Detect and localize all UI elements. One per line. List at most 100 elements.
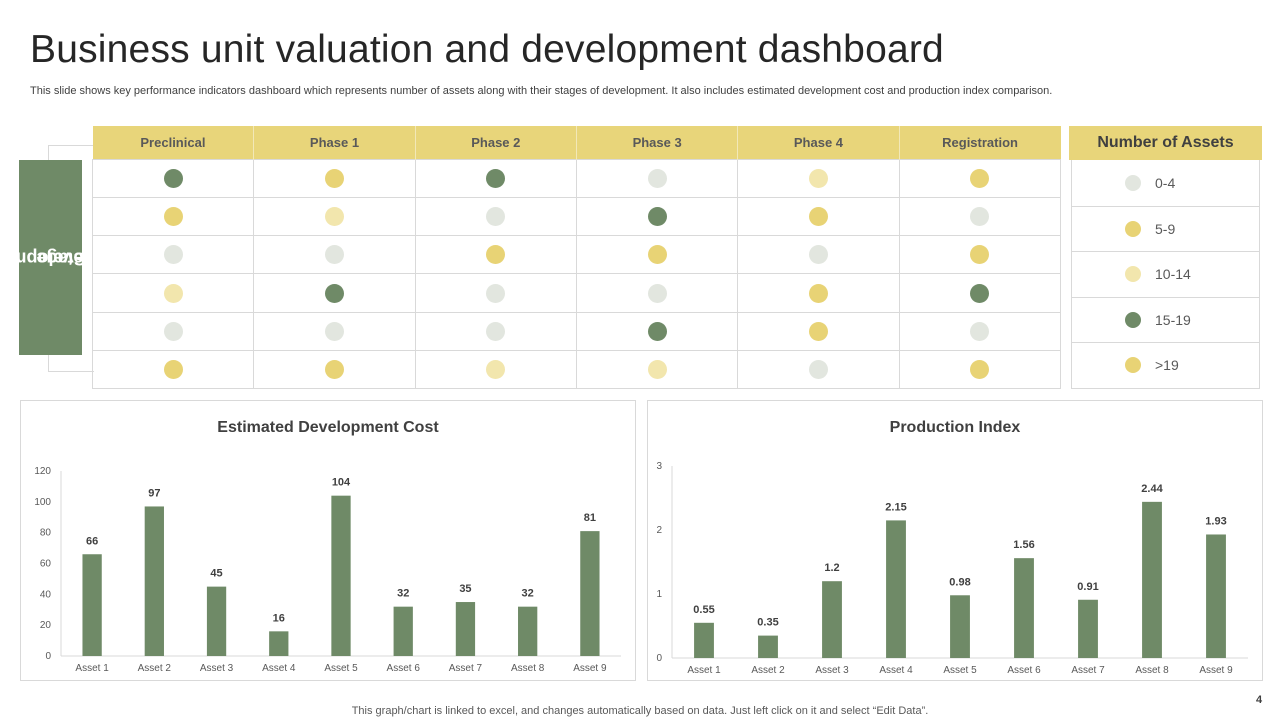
matrix-cell bbox=[737, 235, 900, 275]
legend-label: 5-9 bbox=[1155, 220, 1176, 237]
x-tick-label: Asset 8 bbox=[1135, 665, 1169, 676]
matrix-header-phase-2: Phase 2 bbox=[415, 126, 577, 159]
legend-dot bbox=[1125, 311, 1141, 328]
bar-value-label: 45 bbox=[210, 568, 222, 580]
x-tick-label: Asset 4 bbox=[262, 663, 296, 674]
matrix-row bbox=[91, 235, 1062, 275]
matrix-cell bbox=[737, 158, 900, 198]
legend-item: 5-9 bbox=[1072, 205, 1259, 252]
y-tick-label: 20 bbox=[40, 620, 52, 631]
matrix-cell bbox=[898, 196, 1062, 237]
matrix-row bbox=[91, 196, 1062, 237]
matrix-cell bbox=[575, 349, 739, 390]
matrix-cell bbox=[737, 349, 900, 390]
legend-body: 0-4 5-9 10-14 15-19 >19 bbox=[1071, 160, 1260, 389]
x-tick-label: Asset 6 bbox=[387, 663, 421, 674]
matrix-row bbox=[91, 158, 1062, 198]
matrix-cell bbox=[737, 311, 900, 351]
x-tick-label: Asset 3 bbox=[815, 665, 849, 676]
y-tick-label: 100 bbox=[34, 497, 51, 508]
matrix-cell bbox=[91, 235, 255, 275]
bar bbox=[455, 602, 476, 656]
matrix-cell bbox=[91, 196, 255, 237]
asset-count-dot bbox=[647, 206, 667, 226]
development-matrix: Preclinical Phase 1 Phase 2 Phase 3 Phas… bbox=[91, 126, 1062, 390]
matrix-cell bbox=[898, 158, 1062, 198]
matrix-cell bbox=[414, 158, 577, 198]
matrix-cell bbox=[414, 349, 577, 390]
legend-label: >19 bbox=[1155, 357, 1179, 374]
bar-value-label: 0.91 bbox=[1077, 581, 1098, 593]
development-cost-chart: 0 20 40 60 80 100 120 66 Asset 1 97 Asset 2 45 Asset… bbox=[34, 466, 621, 674]
asset-count-dot bbox=[486, 321, 506, 341]
development-stage-label: DevelopmentStage bbox=[0, 160, 97, 355]
x-tick-label: Asset 8 bbox=[511, 663, 545, 674]
asset-count-dot bbox=[970, 283, 990, 303]
bar-value-label: 0.98 bbox=[949, 576, 970, 588]
asset-count-dot bbox=[808, 168, 828, 188]
legend-item: 0-4 bbox=[1072, 160, 1259, 206]
matrix-header-preclinical: Preclinical bbox=[92, 126, 255, 159]
matrix-cell bbox=[253, 311, 416, 351]
bar bbox=[886, 520, 906, 658]
asset-count-dot bbox=[647, 321, 667, 341]
matrix-cell bbox=[575, 158, 739, 198]
y-tick-label: 120 bbox=[34, 466, 51, 477]
matrix-cell bbox=[414, 196, 577, 237]
matrix-cell bbox=[898, 349, 1062, 390]
y-tick-label: 40 bbox=[40, 589, 52, 600]
bar bbox=[206, 586, 227, 656]
bar bbox=[758, 635, 778, 658]
bar-value-label: 32 bbox=[522, 588, 534, 600]
asset-count-dot bbox=[808, 360, 828, 380]
x-tick-label: Asset 9 bbox=[1199, 665, 1233, 676]
x-tick-label: Asset 6 bbox=[1007, 665, 1041, 676]
bar-value-label: 66 bbox=[86, 535, 98, 547]
asset-count-dot bbox=[808, 283, 828, 303]
matrix-row bbox=[91, 311, 1062, 351]
matrix-row bbox=[91, 273, 1062, 313]
matrix-cell bbox=[575, 273, 739, 313]
matrix-cell bbox=[253, 273, 416, 313]
asset-count-dot bbox=[163, 321, 183, 341]
asset-count-dot bbox=[808, 245, 828, 265]
matrix-cell bbox=[253, 196, 416, 237]
legend-label: 0-4 bbox=[1155, 174, 1176, 191]
legend-title: Number of Assets bbox=[1069, 126, 1262, 160]
asset-count-dot bbox=[808, 206, 828, 226]
asset-count-dot bbox=[486, 245, 506, 265]
bar bbox=[822, 581, 842, 658]
production-index-chart-title: Production Index bbox=[889, 419, 1021, 436]
bar-value-label: 2.15 bbox=[885, 501, 906, 513]
bar-value-label: 104 bbox=[332, 477, 351, 489]
bar-value-label: 1.93 bbox=[1205, 515, 1226, 527]
bar-value-label: 35 bbox=[459, 583, 471, 595]
asset-count-dot bbox=[647, 360, 667, 380]
matrix-cell bbox=[253, 349, 416, 390]
asset-count-dot bbox=[647, 245, 667, 265]
bar bbox=[144, 506, 164, 656]
x-tick-label: Asset 1 bbox=[687, 665, 721, 676]
y-tick-label: 1 bbox=[656, 589, 662, 600]
bar-value-label: 16 bbox=[273, 612, 285, 624]
asset-count-dot bbox=[324, 245, 344, 265]
bar bbox=[269, 631, 289, 656]
asset-count-dot bbox=[163, 168, 183, 188]
x-tick-label: Asset 2 bbox=[751, 665, 785, 676]
bar bbox=[331, 495, 351, 656]
asset-count-dot bbox=[808, 321, 828, 341]
y-tick-label: 3 bbox=[656, 461, 662, 472]
x-tick-label: Asset 5 bbox=[943, 665, 977, 676]
bar bbox=[694, 622, 714, 658]
asset-count-dot bbox=[486, 283, 506, 303]
matrix-row bbox=[91, 349, 1062, 390]
x-tick-label: Asset 4 bbox=[879, 665, 913, 676]
bar-value-label: 97 bbox=[148, 487, 160, 499]
matrix-cell bbox=[575, 235, 739, 275]
asset-count-dot bbox=[647, 283, 667, 303]
production-index-chart: 0 1 2 3 0.55 Asset 1 0.35 Asset 2 1.2 Asset 3 2.15… bbox=[656, 461, 1248, 676]
asset-count-dot bbox=[324, 206, 344, 226]
asset-count-dot bbox=[324, 283, 344, 303]
matrix-header-phase-1: Phase 1 bbox=[253, 126, 416, 159]
asset-count-dot bbox=[486, 168, 506, 188]
